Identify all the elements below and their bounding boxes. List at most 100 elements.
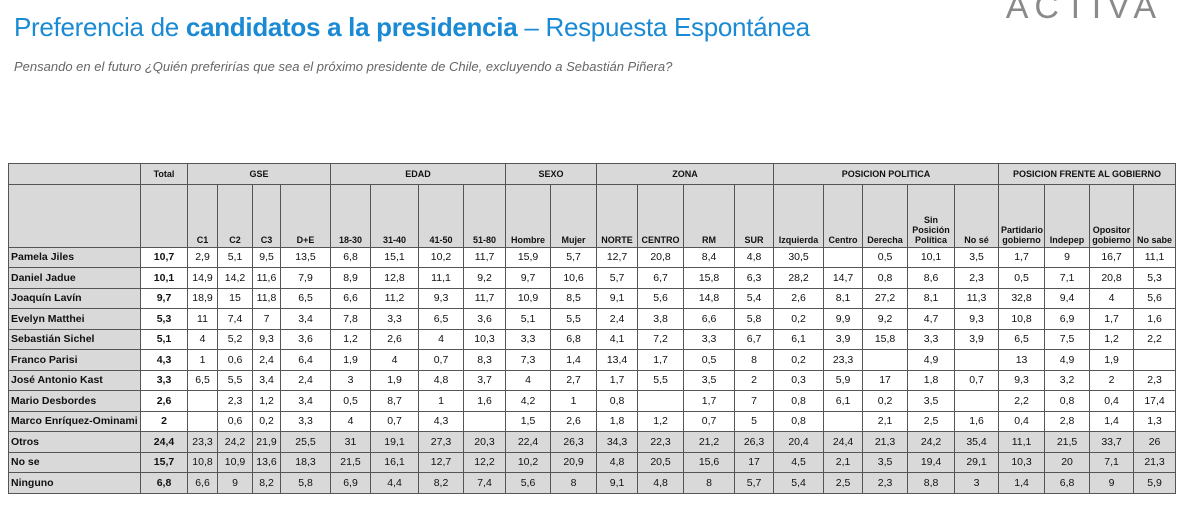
value-cell: 5,6 — [1133, 287, 1177, 309]
value-cell: 8,1 — [823, 287, 864, 309]
value-cell: 15,8 — [862, 328, 909, 350]
value-cell: 21,5 — [330, 451, 372, 473]
value-cell: 8,4 — [683, 246, 736, 268]
data-row: Evelyn Matthei 5,3 11 7,4 7 3,4 7,8 3,3 6,5 3,6 5,… — [8, 308, 1177, 330]
value-cell: 0,2 — [773, 349, 825, 371]
value-cell: 4,8 — [734, 246, 775, 268]
value-cell: 27,3 — [418, 431, 465, 453]
value-cell: 1,2 — [330, 328, 372, 350]
value-cell: 7 — [252, 308, 281, 330]
column-header: Opositor gobierno — [1089, 183, 1135, 248]
value-cell: 2,1 — [823, 451, 864, 473]
value-cell: 1 — [418, 390, 465, 412]
value-cell: 26,3 — [550, 431, 598, 453]
value-cell: 1,2 — [1089, 328, 1135, 350]
value-cell: 5,5 — [217, 369, 253, 391]
value-cell: 7,1 — [1089, 451, 1135, 473]
column-header: Izquierda — [773, 183, 825, 248]
value-cell: 15,9 — [505, 246, 552, 268]
column-header: Derecha — [862, 183, 909, 248]
empty-cell — [954, 390, 1000, 412]
value-cell: 24,4 — [823, 431, 864, 453]
column-header: Mujer — [550, 183, 598, 248]
value-cell: 10,3 — [998, 451, 1046, 473]
value-cell: 5,1 — [140, 328, 188, 350]
value-cell: 2 — [140, 410, 188, 432]
value-cell: 0,2 — [862, 390, 909, 412]
empty-cell — [862, 349, 909, 371]
value-cell: 4,2 — [505, 390, 552, 412]
group-header: POSICION FRENTE AL GOBIERNO — [998, 163, 1177, 185]
row-label: Ninguno — [8, 472, 141, 494]
value-cell: 0,6 — [217, 410, 253, 432]
value-cell: 5,2 — [217, 328, 253, 350]
value-cell: 4,8 — [596, 451, 639, 473]
value-cell: 22,4 — [505, 431, 552, 453]
value-cell: 15,7 — [140, 451, 188, 473]
value-cell: 19,1 — [370, 431, 420, 453]
column-header: Hombre — [505, 183, 552, 248]
value-cell: 7,4 — [217, 308, 253, 330]
empty-cell — [187, 390, 218, 412]
value-cell: 8 — [683, 472, 736, 494]
data-row: Ninguno 6,8 6,6 9 8,2 5,8 6,9 4,4 8,2 7,4 5,6 8 9,1 4… — [8, 472, 1177, 494]
value-cell: 3,7 — [463, 369, 507, 391]
value-cell: 1,4 — [550, 349, 598, 371]
value-cell: 0,7 — [954, 369, 1000, 391]
value-cell: 1,7 — [683, 390, 736, 412]
value-cell: 31 — [330, 431, 372, 453]
value-cell: 20,4 — [773, 431, 825, 453]
value-cell: 20,9 — [550, 451, 598, 473]
value-cell: 9,3 — [252, 328, 281, 350]
value-cell: 6,6 — [330, 287, 372, 309]
row-label: Daniel Jadue — [8, 267, 141, 289]
value-cell: 5,7 — [550, 246, 598, 268]
value-cell: 6,9 — [330, 472, 372, 494]
value-cell: 2,6 — [370, 328, 420, 350]
value-cell: 6,8 — [330, 246, 372, 268]
value-cell: 1,6 — [463, 390, 507, 412]
row-label: José Antonio Kast — [8, 369, 141, 391]
value-cell: 24,2 — [217, 431, 253, 453]
data-row: Otros 24,4 23,3 24,2 21,9 25,5 31 19,1 27,3 20,3 2… — [8, 431, 1177, 453]
value-cell: 1,9 — [330, 349, 372, 371]
value-cell: 5,6 — [637, 287, 685, 309]
value-cell: 18,3 — [279, 451, 332, 473]
value-cell: 6,6 — [187, 472, 218, 494]
value-cell: 0,4 — [998, 410, 1046, 432]
column-header: Sin Posición Política — [907, 183, 956, 248]
value-cell: 7,4 — [463, 472, 507, 494]
data-row: No se 15,7 10,8 10,9 13,6 18,3 21,5 16,1 12,7 12,… — [8, 451, 1177, 473]
value-cell: 0,8 — [1044, 390, 1091, 412]
column-header: Partidario gobierno — [998, 183, 1046, 248]
value-cell: 20,8 — [637, 246, 685, 268]
value-cell: 8 — [734, 349, 775, 371]
value-cell: 5,5 — [637, 369, 685, 391]
value-cell: 2,6 — [550, 410, 598, 432]
value-cell: 6,4 — [279, 349, 332, 371]
value-cell: 4 — [370, 349, 420, 371]
value-cell: 3,4 — [252, 369, 281, 391]
value-cell: 7,2 — [637, 328, 685, 350]
column-header: SUR — [734, 183, 775, 248]
value-cell: 21,3 — [862, 431, 909, 453]
value-cell: 11,6 — [252, 267, 281, 289]
value-cell: 5,8 — [279, 472, 332, 494]
value-cell: 6,5 — [279, 287, 332, 309]
value-cell: 5,1 — [505, 308, 552, 330]
value-cell: 6,9 — [1044, 308, 1091, 330]
value-cell: 3,2 — [1044, 369, 1091, 391]
value-cell: 21,5 — [1044, 431, 1091, 453]
column-header: D+E — [279, 183, 332, 248]
value-cell: 6,8 — [1044, 472, 1091, 494]
row-label: Sebastián Sichel — [8, 328, 141, 350]
value-cell: 6,7 — [637, 267, 685, 289]
value-cell: 15,6 — [683, 451, 736, 473]
value-cell: 1,2 — [637, 410, 685, 432]
column-header: 31-40 — [370, 183, 420, 248]
value-cell: 2,5 — [823, 472, 864, 494]
value-cell: 10,1 — [907, 246, 956, 268]
value-cell: 1,5 — [505, 410, 552, 432]
value-cell: 4 — [187, 328, 218, 350]
